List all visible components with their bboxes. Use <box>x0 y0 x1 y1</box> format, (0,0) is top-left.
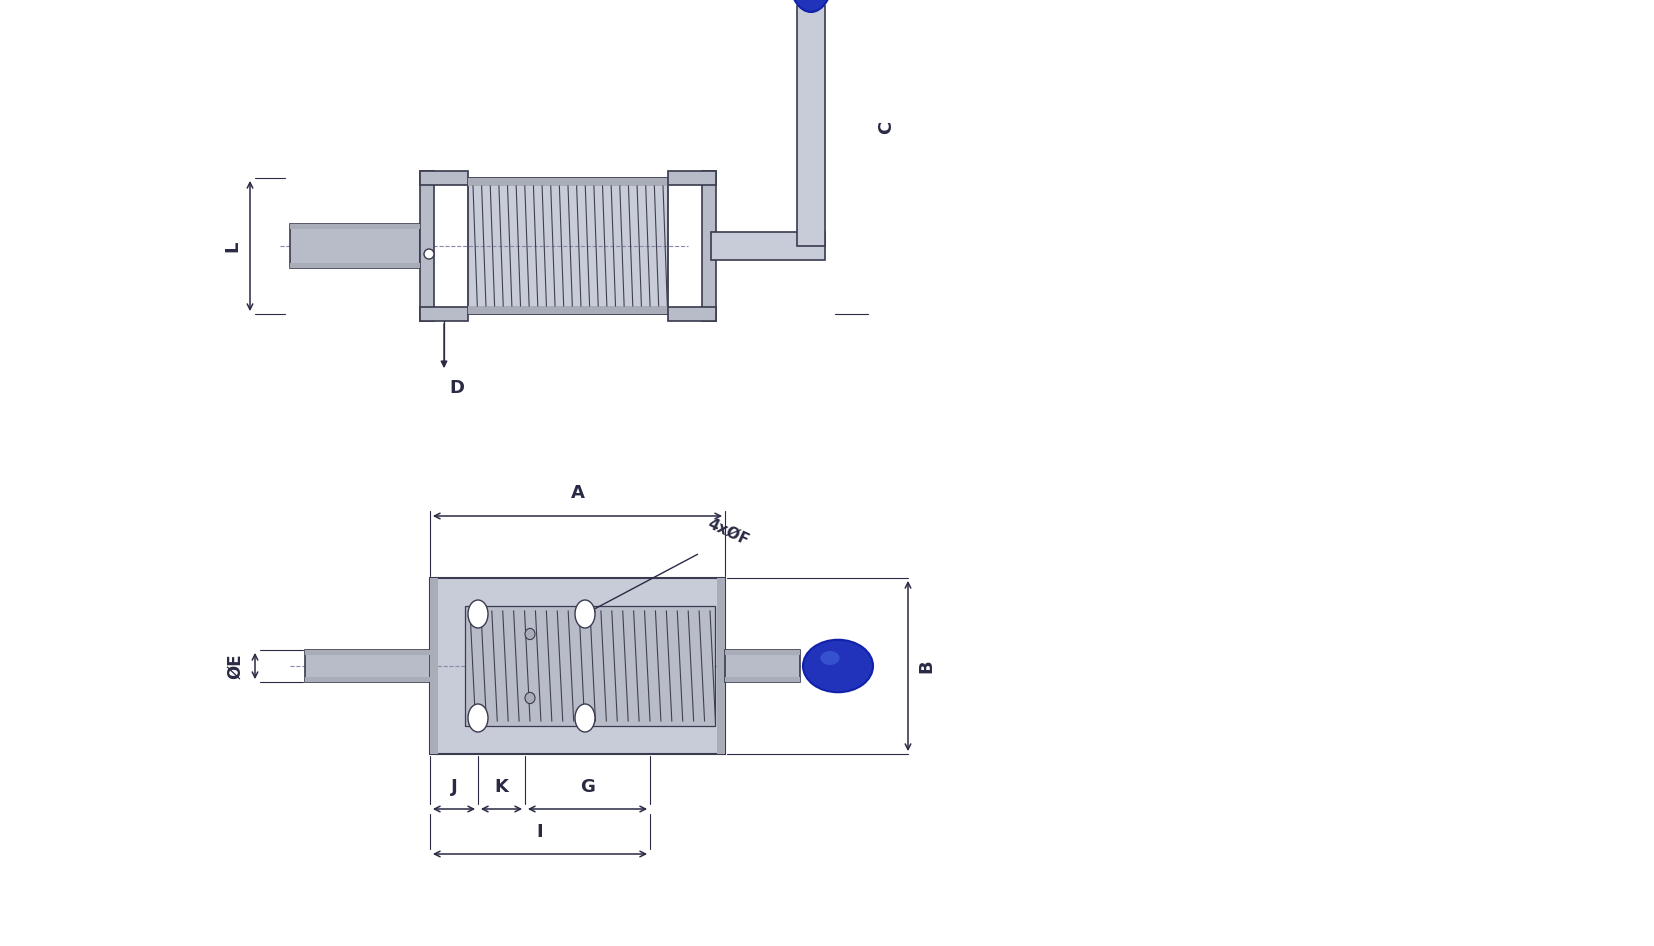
Ellipse shape <box>468 704 488 732</box>
Bar <box>668 171 716 185</box>
Bar <box>797 6 825 246</box>
Ellipse shape <box>789 0 834 12</box>
Bar <box>468 178 668 314</box>
Ellipse shape <box>524 628 534 639</box>
Ellipse shape <box>468 600 488 628</box>
Ellipse shape <box>576 600 595 628</box>
Bar <box>430 578 724 754</box>
Bar <box>468 178 668 186</box>
Ellipse shape <box>820 651 840 665</box>
Bar <box>289 224 420 229</box>
Bar <box>468 306 668 314</box>
Text: I: I <box>536 823 543 841</box>
Bar <box>711 232 825 260</box>
Text: 4xØF: 4xØF <box>705 516 751 548</box>
Text: B: B <box>916 659 935 673</box>
Bar <box>289 224 420 268</box>
Text: A: A <box>571 484 584 502</box>
Bar <box>716 578 724 754</box>
Text: L: L <box>223 240 241 252</box>
Text: G: G <box>581 778 595 796</box>
Bar <box>668 307 716 321</box>
Bar <box>724 650 801 655</box>
Bar <box>289 263 420 268</box>
Ellipse shape <box>576 704 595 732</box>
Bar <box>304 650 430 682</box>
Bar <box>420 171 468 185</box>
Bar <box>701 171 716 321</box>
Bar <box>420 171 433 321</box>
Bar <box>420 307 468 321</box>
Text: C: C <box>877 120 895 133</box>
Bar <box>430 578 438 754</box>
Bar <box>724 650 801 682</box>
Circle shape <box>423 249 433 259</box>
Text: K: K <box>495 778 508 796</box>
Bar <box>465 606 715 726</box>
Bar <box>724 677 801 682</box>
Bar <box>304 650 430 655</box>
Text: D: D <box>448 379 465 397</box>
Text: J: J <box>450 778 458 796</box>
Bar <box>304 677 430 682</box>
Text: ØE: ØE <box>227 653 245 679</box>
Ellipse shape <box>524 692 534 704</box>
Ellipse shape <box>802 639 873 692</box>
